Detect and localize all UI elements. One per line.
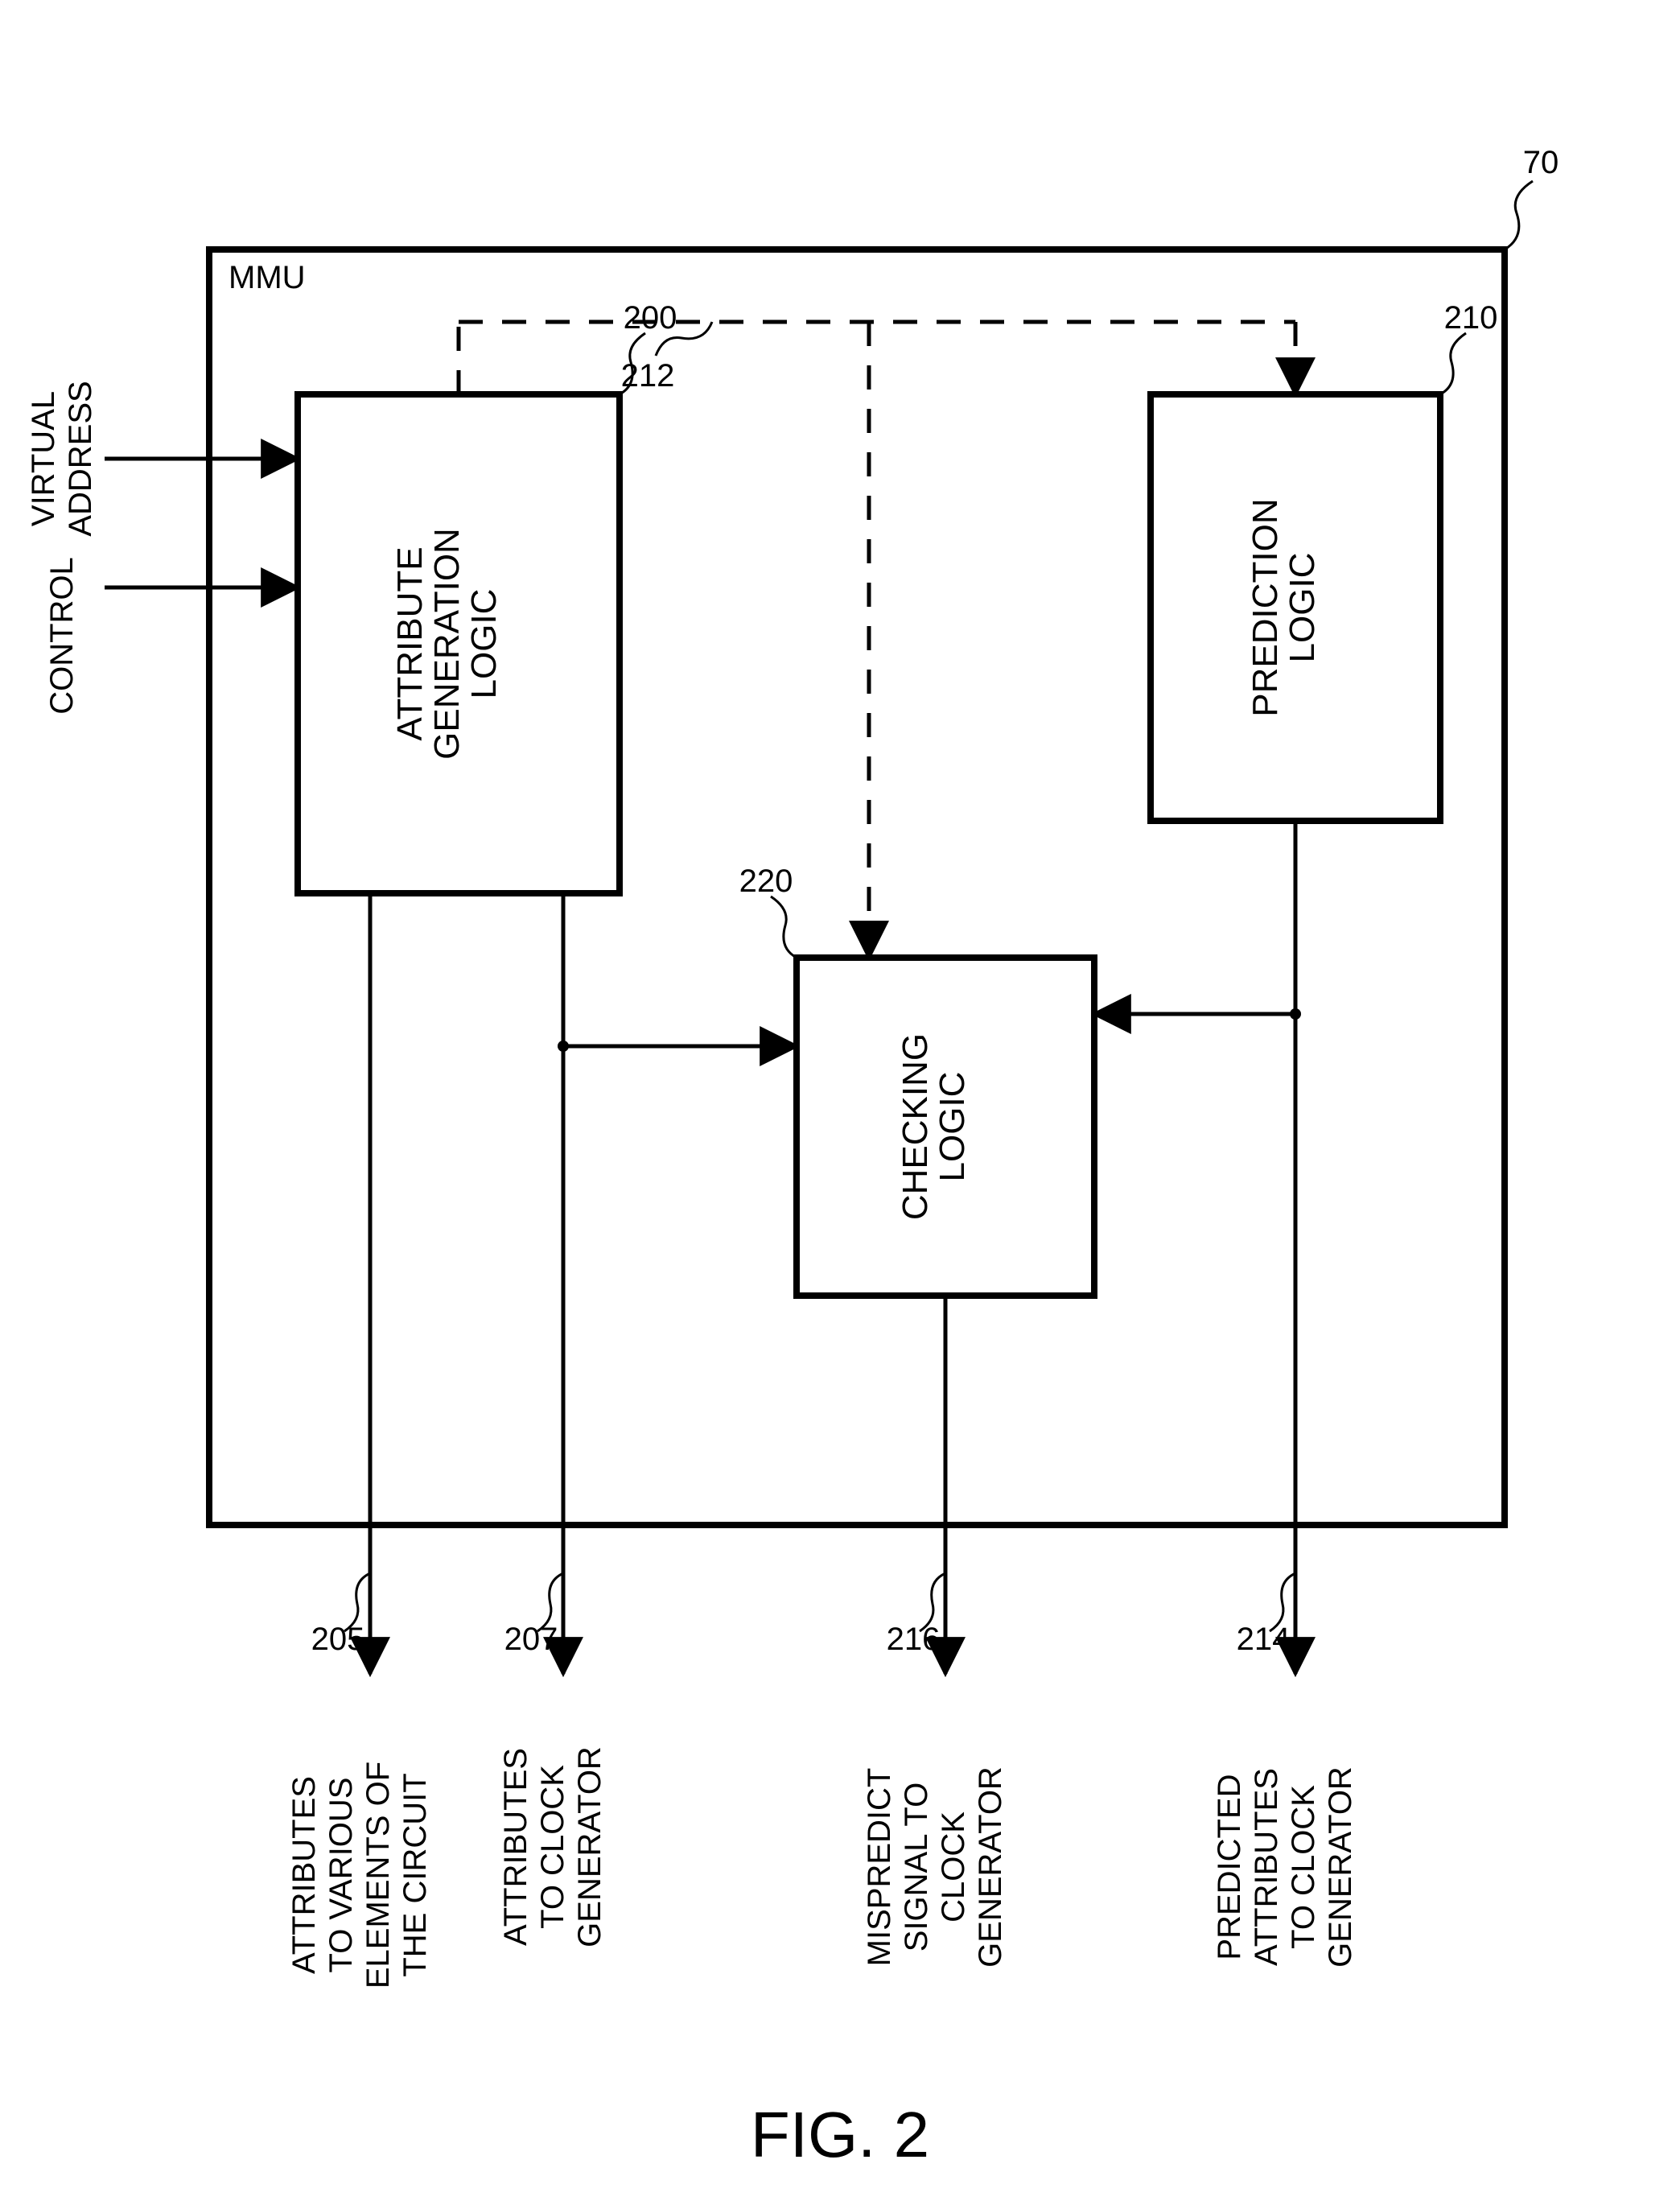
out-214-label: PREDICTEDATTRIBUTESTO CLOCKGENERATOR bbox=[1212, 1766, 1358, 1968]
svg-text:THE CIRCUIT: THE CIRCUIT bbox=[397, 1773, 433, 1976]
svg-text:ATTRIBUTES: ATTRIBUTES bbox=[286, 1776, 322, 1974]
svg-text:GENERATOR: GENERATOR bbox=[572, 1746, 607, 1947]
ref-207: 207 bbox=[504, 1622, 558, 1657]
ref-200: 200 bbox=[624, 300, 677, 336]
svg-text:GENERATOR: GENERATOR bbox=[973, 1766, 1008, 1968]
control-label: CONTROL bbox=[44, 557, 80, 715]
svg-text:TO CLOCK: TO CLOCK bbox=[535, 1765, 570, 1929]
svg-text:TO CLOCK: TO CLOCK bbox=[1286, 1785, 1321, 1949]
svg-text:ATTRIBUTES: ATTRIBUTES bbox=[1249, 1768, 1284, 1966]
svg-text:MISPREDICT: MISPREDICT bbox=[862, 1768, 897, 1967]
svg-text:LOGIC: LOGIC bbox=[464, 589, 504, 699]
svg-text:ATTRIBUTES: ATTRIBUTES bbox=[498, 1748, 533, 1946]
ref-220: 220 bbox=[739, 863, 793, 899]
checking-label: CHECKINGLOGIC bbox=[896, 1033, 972, 1220]
svg-text:LOGIC: LOGIC bbox=[933, 1072, 972, 1182]
prediction-label: PREDICTIONLOGIC bbox=[1246, 498, 1322, 716]
svg-text:CLOCK: CLOCK bbox=[936, 1811, 971, 1923]
mmu-diagram: MMU70ATTRIBUTEGENERATIONLOGICPREDICTIONL… bbox=[0, 0, 1680, 2205]
outer-ref: 70 bbox=[1523, 145, 1559, 180]
svg-text:CHECKING: CHECKING bbox=[896, 1033, 935, 1220]
svg-text:GENERATION: GENERATION bbox=[427, 528, 467, 760]
ref-212: 212 bbox=[621, 358, 675, 394]
ref-210: 210 bbox=[1444, 300, 1498, 336]
mmu-label: MMU bbox=[229, 260, 306, 295]
out-216-label: MISPREDICTSIGNAL TOCLOCKGENERATOR bbox=[862, 1766, 1008, 1968]
svg-text:SIGNAL TO: SIGNAL TO bbox=[899, 1783, 934, 1952]
svg-text:ELEMENTS OF: ELEMENTS OF bbox=[360, 1762, 396, 1989]
mmu-box bbox=[209, 249, 1505, 1525]
ref-205: 205 bbox=[311, 1622, 365, 1657]
svg-text:ATTRIBUTE: ATTRIBUTE bbox=[390, 546, 430, 740]
svg-text:TO VARIOUS: TO VARIOUS bbox=[323, 1777, 359, 1972]
ref-214: 214 bbox=[1237, 1622, 1291, 1657]
out-205-label: ATTRIBUTESTO VARIOUSELEMENTS OFTHE CIRCU… bbox=[286, 1762, 433, 1989]
ref-216: 216 bbox=[887, 1622, 941, 1657]
virtual-address-label: VIRTUALADDRESS bbox=[26, 381, 98, 536]
svg-text:PREDICTED: PREDICTED bbox=[1212, 1774, 1247, 1960]
svg-text:PREDICTION: PREDICTION bbox=[1246, 498, 1285, 716]
svg-text:VIRTUAL: VIRTUAL bbox=[26, 391, 61, 526]
svg-text:CONTROL: CONTROL bbox=[44, 557, 80, 715]
attribute-generation-label: ATTRIBUTEGENERATIONLOGIC bbox=[390, 528, 504, 760]
svg-text:GENERATOR: GENERATOR bbox=[1323, 1766, 1358, 1968]
out-207-label: ATTRIBUTESTO CLOCKGENERATOR bbox=[498, 1746, 607, 1947]
svg-text:ADDRESS: ADDRESS bbox=[63, 381, 98, 536]
svg-text:LOGIC: LOGIC bbox=[1283, 553, 1322, 663]
figure-caption: FIG. 2 bbox=[751, 2099, 929, 2170]
